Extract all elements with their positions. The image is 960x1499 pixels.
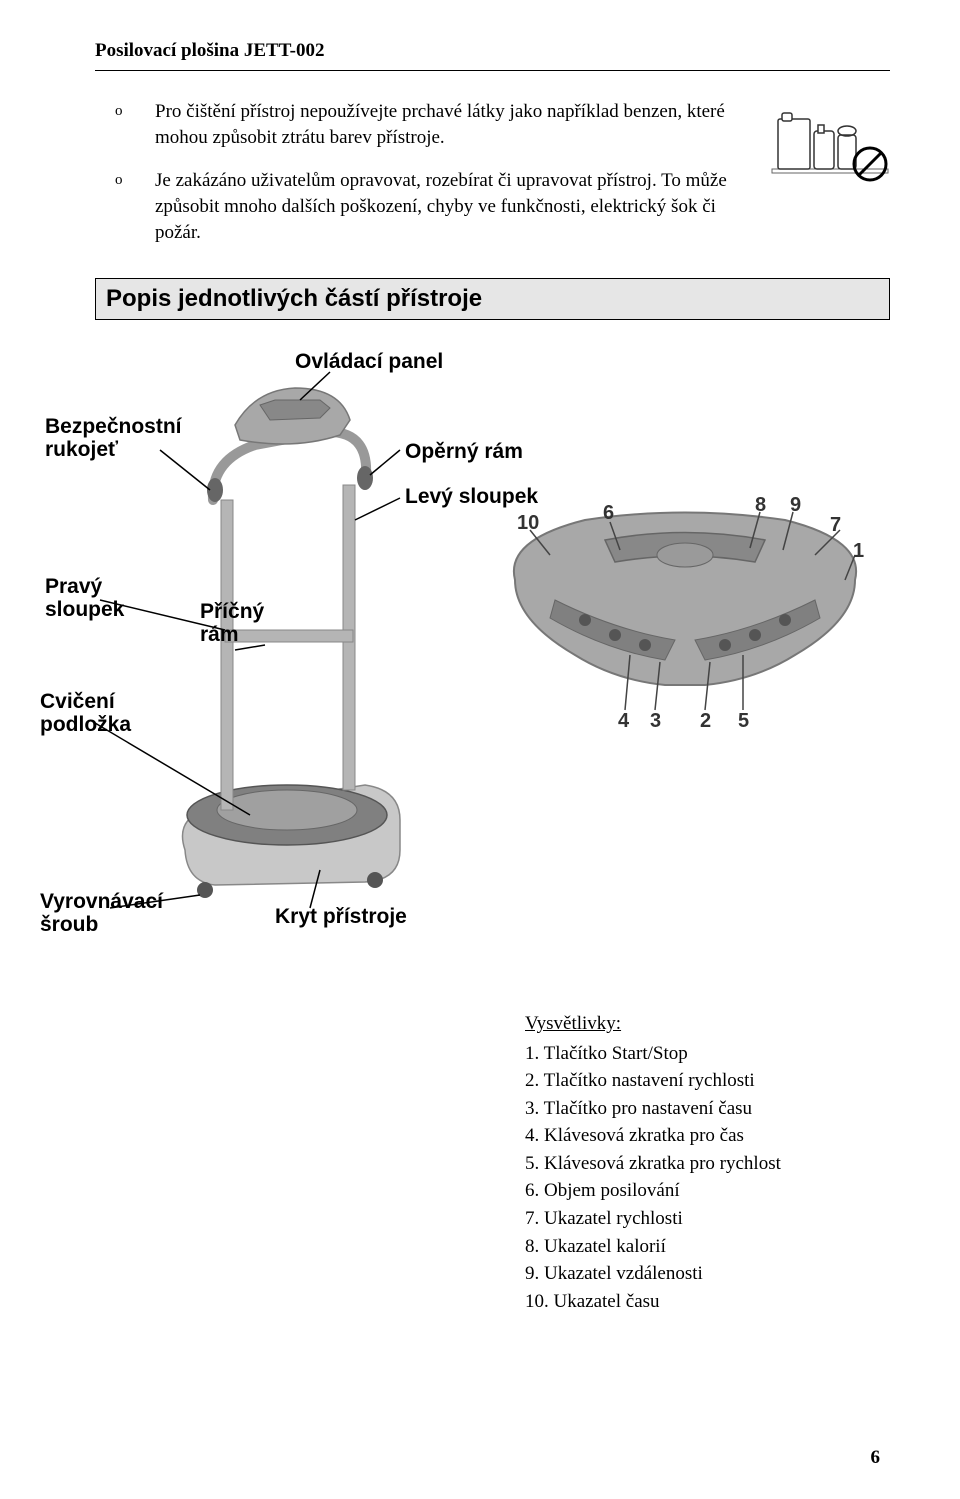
panel-closeup: 10 6 8 9 7 1 4 3 2 5 (495, 500, 875, 735)
panel-number-2: 2 (700, 710, 711, 733)
panel-number-8: 8 (755, 494, 766, 517)
bullet-icon: o (115, 101, 123, 121)
panel-number-3: 3 (650, 710, 661, 733)
panel-number-7: 7 (830, 514, 841, 537)
legend-item: 10. Ukazatel času (525, 1288, 890, 1316)
panel-number-4: 4 (618, 710, 629, 733)
legend-item: 7. Ukazatel rychlosti (525, 1205, 890, 1233)
bullet-icon: o (115, 170, 123, 190)
panel-number-9: 9 (790, 494, 801, 517)
list-item: o Pro čištění přístroj nepoužívejte prch… (95, 99, 750, 150)
legend-item: 1. Tlačítko Start/Stop (525, 1040, 890, 1068)
leader-lines (40, 350, 560, 950)
page-number: 6 (871, 1447, 881, 1469)
legend-item: 4. Klávesová zkratka pro čas (525, 1122, 890, 1150)
panel-number-10: 10 (517, 512, 539, 535)
warning-illustration (770, 109, 890, 199)
panel-number-1: 1 (853, 540, 864, 563)
parts-diagram: Ovládací panel Bezpečnostní rukojeť Opěr… (95, 350, 890, 970)
header-rule (95, 70, 890, 71)
bullet-list: o Pro čištění přístroj nepoužívejte prch… (95, 99, 750, 263)
legend-item: 8. Ukazatel kalorií (525, 1233, 890, 1261)
panel-number-6: 6 (603, 502, 614, 525)
page-header: Posilovací plošina JETT-002 (95, 40, 890, 62)
list-item: o Je zakázáno uživatelům opravovat, roze… (95, 168, 750, 245)
legend-title: Vysvětlivky: (525, 1010, 890, 1038)
bullet-text: Pro čištění přístroj nepoužívejte prchav… (155, 101, 725, 148)
bullet-text: Je zakázáno uživatelům opravovat, rozebí… (155, 170, 727, 242)
panel-illustration (495, 500, 875, 730)
legend-item: 5. Klávesová zkratka pro rychlost (525, 1150, 890, 1178)
legend-item: 6. Objem posilování (525, 1177, 890, 1205)
legend: Vysvětlivky: 1. Tlačítko Start/Stop 2. T… (525, 1010, 890, 1315)
section-heading: Popis jednotlivých částí přístroje (95, 278, 890, 320)
legend-item: 2. Tlačítko nastavení rychlosti (525, 1067, 890, 1095)
legend-item: 9. Ukazatel vzdálenosti (525, 1260, 890, 1288)
legend-item: 3. Tlačítko pro nastavení času (525, 1095, 890, 1123)
panel-number-5: 5 (738, 710, 749, 733)
